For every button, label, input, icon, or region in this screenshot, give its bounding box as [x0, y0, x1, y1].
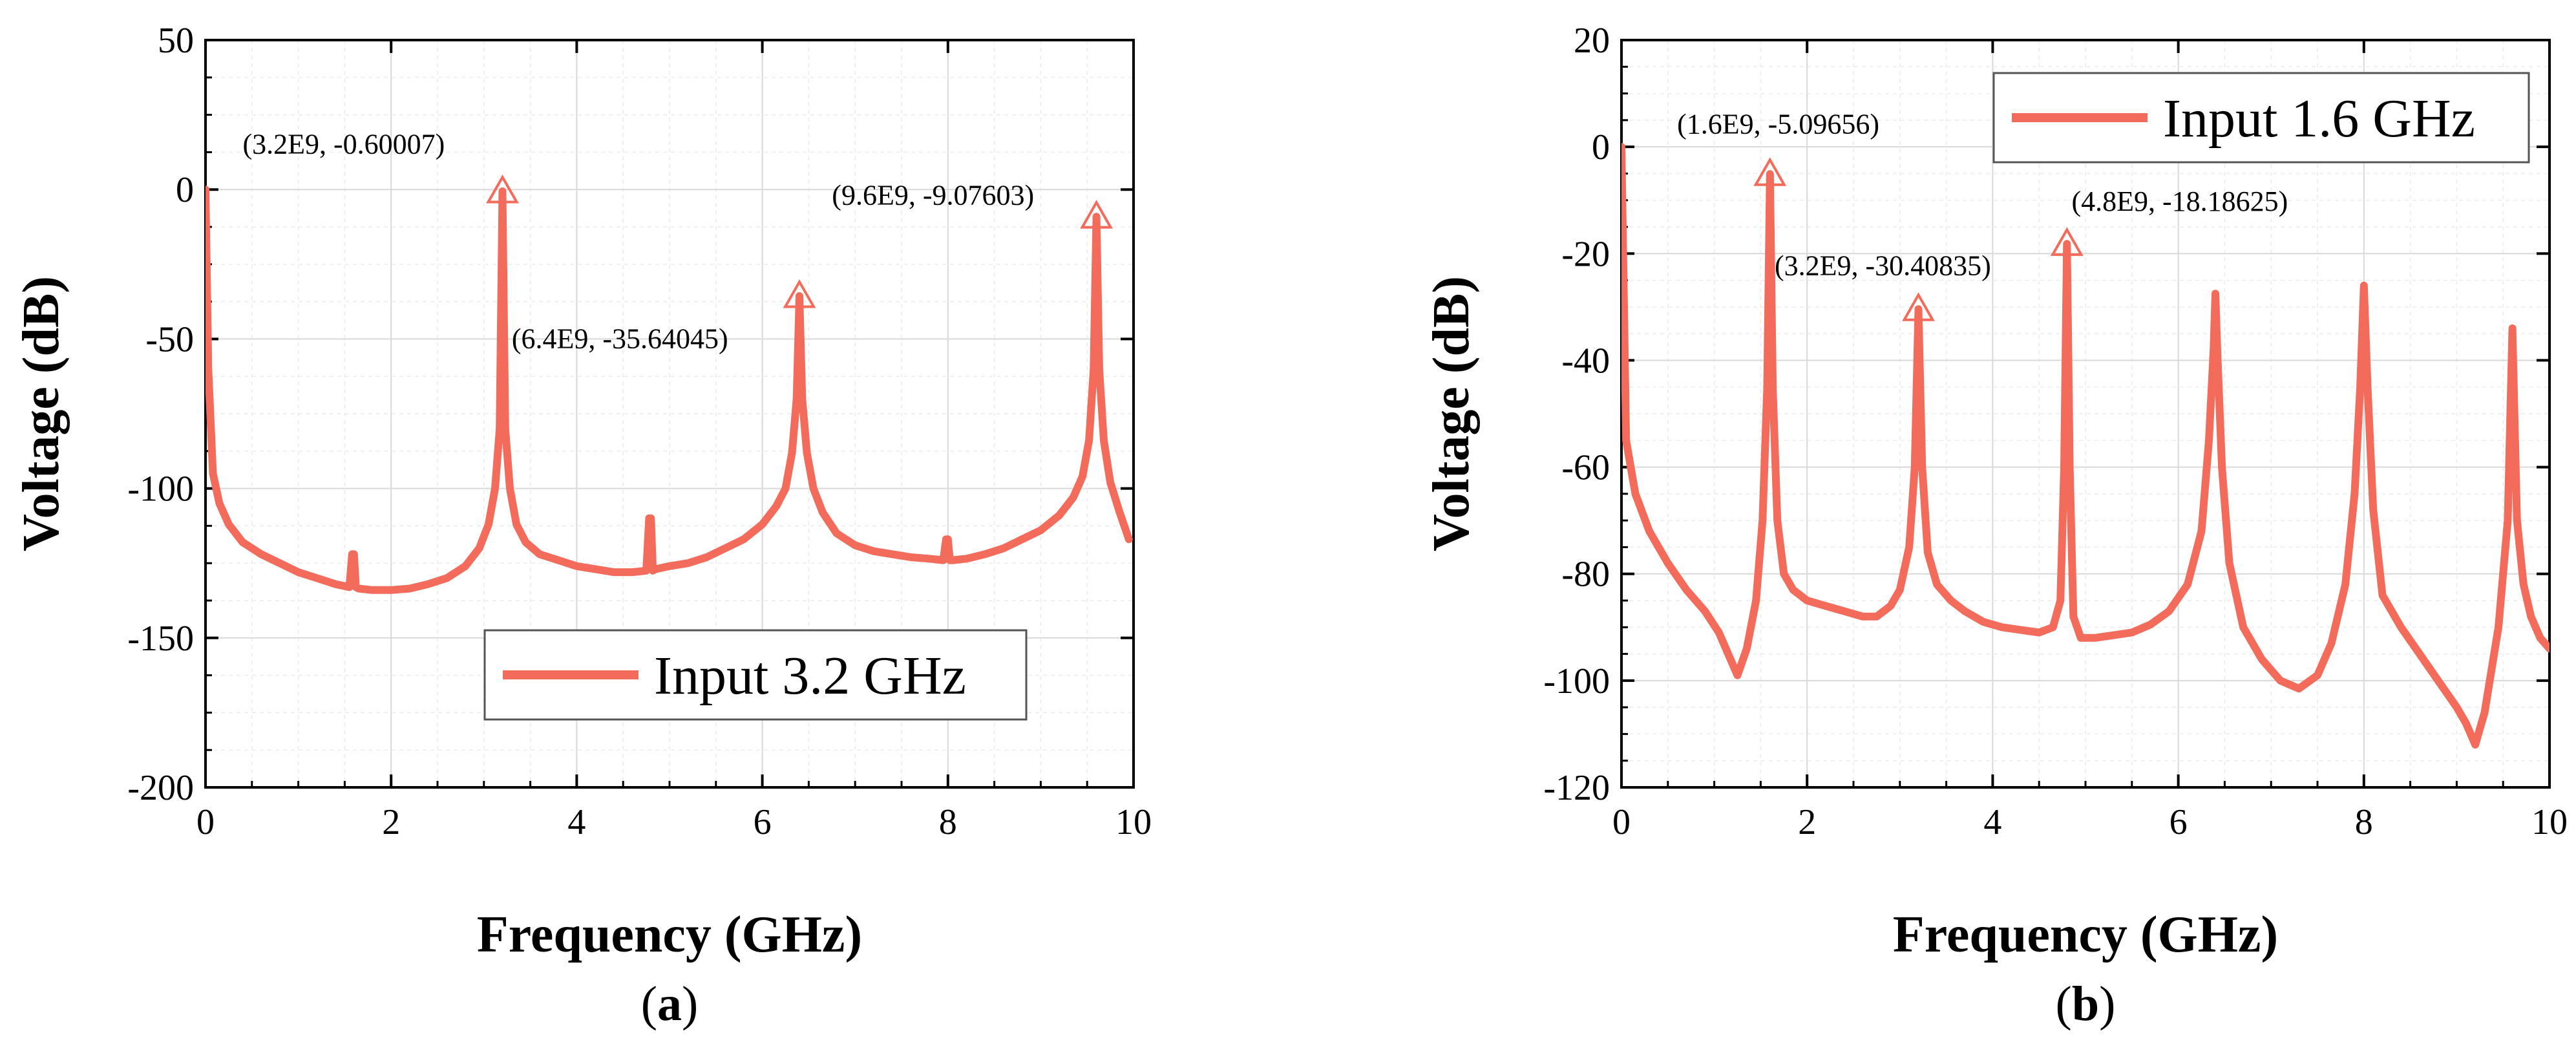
- peak-annotation: (6.4E9, -35.64045): [512, 323, 728, 354]
- peak-annotation: (3.2E9, -0.60007): [242, 129, 445, 160]
- panel-label: (b): [2056, 977, 2116, 1031]
- y-tick-label: 0: [1592, 127, 1610, 167]
- y-tick-label: -20: [1561, 234, 1610, 274]
- legend: Input 3.2 GHz: [483, 629, 1028, 721]
- y-tick-label: -150: [127, 619, 194, 659]
- y-tick-label: 0: [176, 170, 194, 210]
- chart-panel-a: 0 2 4 6 8 10 -200 -150 -100 -50 0 50 Frequency (GHz)…: [13, 21, 1152, 1031]
- panel-label: (a): [641, 977, 699, 1031]
- x-tick-label: 0: [196, 802, 215, 842]
- panel-label-open: (: [641, 977, 657, 1031]
- peak-marker: [1080, 200, 1114, 229]
- y-tick-label: -60: [1561, 448, 1610, 488]
- peak-annotation: (4.8E9, -18.18625): [2071, 186, 2288, 217]
- y-tick-label: -50: [145, 319, 194, 359]
- x-axis-title: Frequency (GHz): [1893, 906, 2278, 963]
- x-tick-label: 8: [939, 802, 957, 842]
- peak-marker: [1753, 157, 1787, 186]
- peak-annotation: (9.6E9, -9.07603): [832, 179, 1034, 211]
- y-tick-label: -80: [1561, 555, 1610, 595]
- series-line: [1621, 143, 2550, 749]
- legend-entry: Input 1.6 GHz: [2163, 89, 2475, 149]
- series-line: [206, 186, 1133, 594]
- panel-label-close: ): [682, 977, 698, 1031]
- peak-marker: [783, 279, 816, 308]
- chart-panel-b: 0 2 4 6 8 10 -120 -100 -80 -60 -40 -20 0 20 Frequency …: [1423, 21, 2568, 1031]
- y-tick-label: -120: [1543, 768, 1610, 808]
- y-axis-title: Voltage (dB): [13, 276, 70, 551]
- y-tick-label: 50: [158, 21, 194, 61]
- x-tick-label: 6: [754, 802, 772, 842]
- x-tick-label: 2: [382, 802, 400, 842]
- panel-label-letter: a: [657, 977, 682, 1031]
- x-tick-label: 6: [2170, 802, 2188, 842]
- panel-label-close: ): [2099, 977, 2115, 1031]
- x-tick-label: 10: [2531, 802, 2568, 842]
- y-tick-label: -40: [1561, 341, 1610, 381]
- y-tick-label: -100: [127, 469, 194, 509]
- y-tick-label: 20: [1574, 21, 1610, 61]
- y-axis-title: Voltage (dB): [1423, 276, 1480, 551]
- peak-marker: [2050, 227, 2084, 256]
- peak-marker: [1902, 292, 1935, 321]
- peak-annotation: (3.2E9, -30.40835): [1775, 250, 1991, 281]
- legend-entry: Input 3.2 GHz: [654, 646, 966, 706]
- x-tick-label: 8: [2355, 802, 2373, 842]
- legend: Input 1.6 GHz: [1992, 72, 2530, 164]
- x-tick-label: 4: [567, 802, 586, 842]
- grid: [1621, 39, 2550, 788]
- peak-marker: [486, 174, 519, 204]
- x-tick-label: 4: [1983, 802, 2001, 842]
- panel-label-open: (: [2056, 977, 2072, 1031]
- x-axis-title: Frequency (GHz): [477, 906, 862, 963]
- x-tick-label: 0: [1612, 802, 1631, 842]
- x-tick-label: 2: [1798, 802, 1816, 842]
- ticks: 0 2 4 6 8 10 -200 -150 -100 -50 0 50: [127, 21, 1152, 842]
- y-tick-label: -200: [127, 768, 194, 808]
- peak-annotation: (1.6E9, -5.09656): [1677, 109, 1879, 140]
- panel-label-letter: b: [2072, 977, 2099, 1031]
- y-tick-label: -100: [1543, 661, 1610, 701]
- x-tick-label: 10: [1115, 802, 1152, 842]
